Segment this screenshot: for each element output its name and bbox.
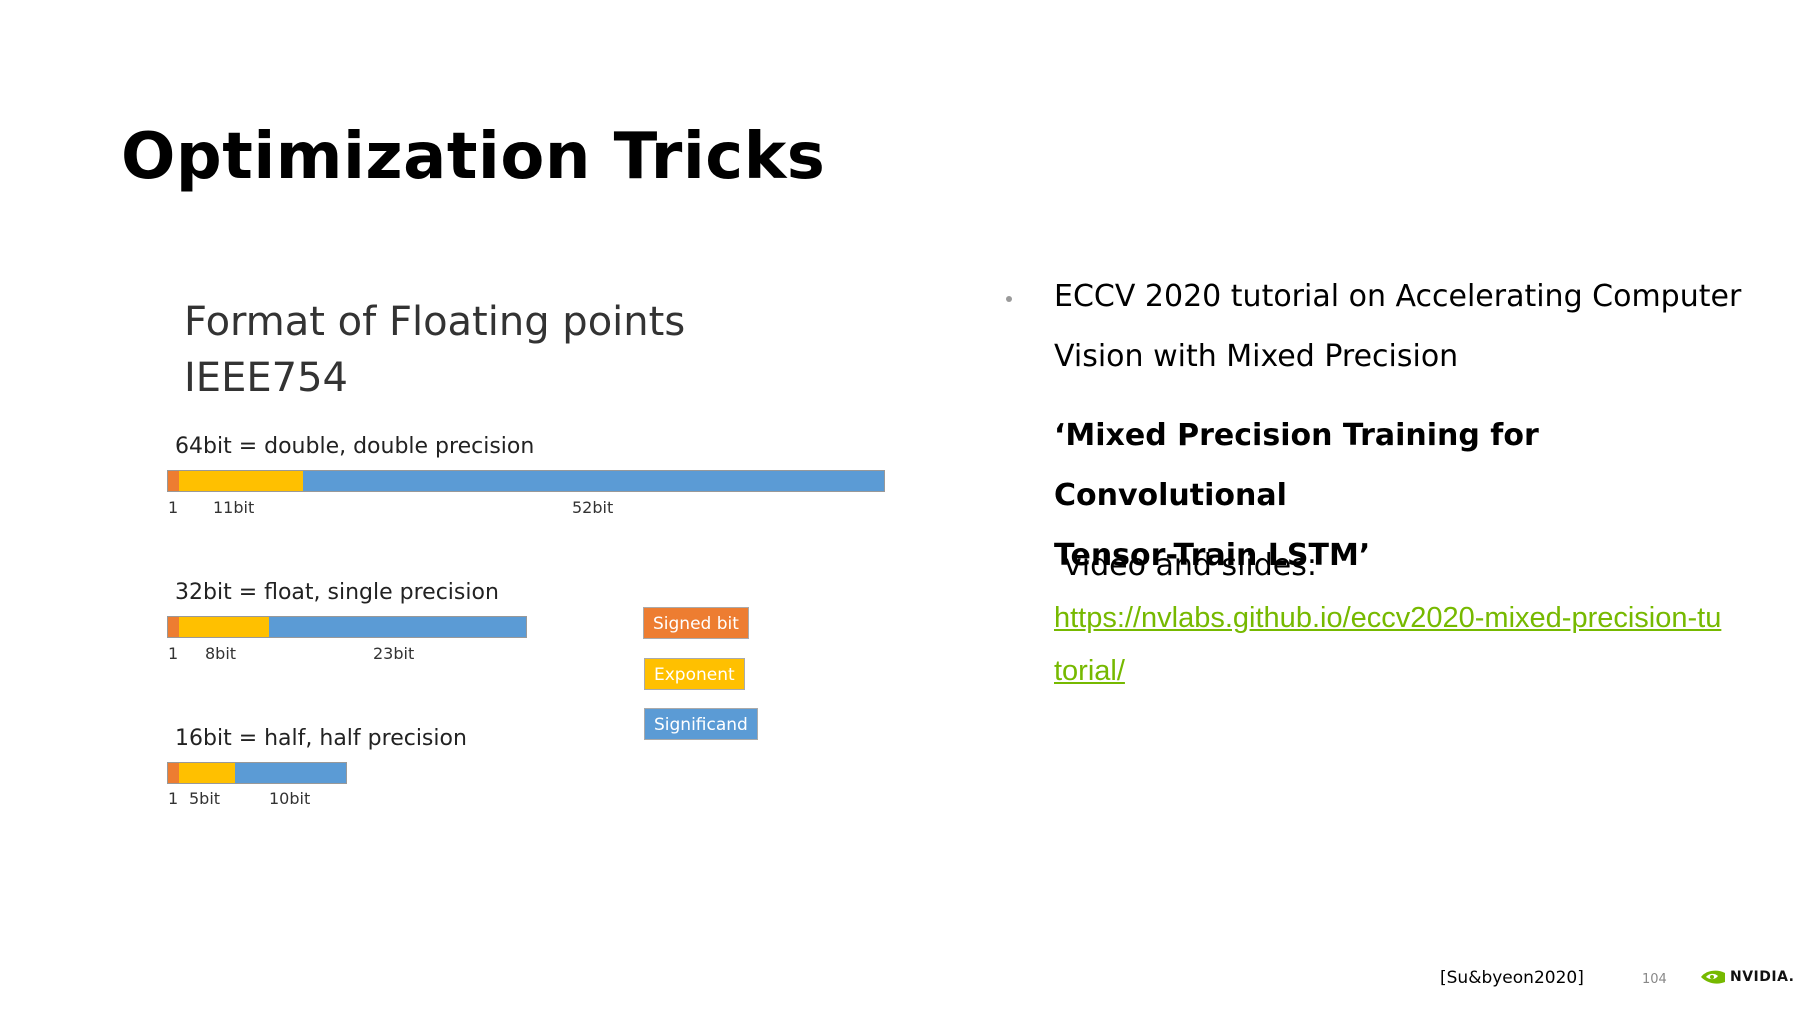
format-label-64bit: 64bit = double, double precision — [175, 434, 535, 459]
tutorial-link[interactable]: https://nvlabs.github.io/eccv2020-mixed-… — [1054, 592, 1754, 698]
bit-label-16-sign: 1 — [168, 789, 179, 808]
format-label-16bit: 16bit = half, half precision — [175, 726, 467, 751]
bar-32bit-sign-segment — [168, 617, 179, 637]
bar-16bit-exponent-segment — [179, 763, 235, 783]
bullet-text: ECCV 2020 tutorial on Accelerating Compu… — [1054, 267, 1754, 387]
legend-signed-bit: Signed bit — [643, 607, 749, 639]
bullet-icon — [1006, 296, 1012, 302]
bit-label-64-sign: 1 — [168, 498, 179, 517]
bit-label-32-sign: 1 — [168, 644, 179, 663]
talk-title: ‘Mixed Precision Training for Convolutio… — [1054, 406, 1754, 586]
legend-exponent: Exponent — [644, 658, 745, 690]
bit-label-64-exponent: 11bit — [213, 498, 255, 517]
bar-64bit-significand-segment — [303, 471, 884, 491]
figure-heading-line1: Format of Floating points — [184, 299, 686, 345]
slide-title: Optimization Tricks — [121, 120, 826, 194]
video-slides-text: video and slides: — [1064, 548, 1317, 583]
bar-16bit-sign-segment — [168, 763, 179, 783]
bar-32bit-exponent-segment — [179, 617, 269, 637]
talk-title-line1: ‘Mixed Precision Training for Convolutio… — [1054, 418, 1539, 513]
page-number: 104 — [1642, 972, 1667, 987]
bar-16bit-significand-segment — [235, 763, 346, 783]
talk-title-line2: Tensor-Train LSTM’ — [1054, 538, 1371, 573]
legend-significand: Significand — [644, 708, 758, 740]
bullet-line2: Vision with Mixed Precision — [1054, 339, 1459, 374]
bit-label-32-significand: 23bit — [373, 644, 415, 663]
citation: [Su&byeon2020] — [1440, 968, 1584, 988]
bar-64bit — [167, 470, 885, 492]
format-label-32bit: 32bit = float, single precision — [175, 580, 499, 605]
bit-label-16-exponent: 5bit — [189, 789, 221, 808]
bar-16bit — [167, 762, 347, 784]
bar-64bit-exponent-segment — [179, 471, 303, 491]
floating-point-format-figure: Format of Floating points IEEE754 64bit … — [160, 280, 885, 840]
bit-label-64-significand: 52bit — [572, 498, 614, 517]
brand-name: NVIDIA. — [1730, 969, 1795, 985]
bit-label-32-exponent: 8bit — [205, 644, 237, 663]
nvidia-eye-icon — [1701, 970, 1725, 984]
tutorial-link-line1[interactable]: https://nvlabs.github.io/eccv2020-mixed-… — [1054, 602, 1722, 634]
bullet-line1: ECCV 2020 tutorial on Accelerating Compu… — [1054, 279, 1742, 314]
nvidia-logo: NVIDIA. — [1700, 968, 1795, 986]
bar-32bit-significand-segment — [269, 617, 526, 637]
bar-32bit — [167, 616, 527, 638]
bar-64bit-sign-segment — [168, 471, 179, 491]
bit-label-16-significand: 10bit — [269, 789, 311, 808]
figure-heading-line2: IEEE754 — [184, 355, 348, 401]
figure-heading: Format of Floating points IEEE754 — [184, 294, 685, 406]
tutorial-link-line2[interactable]: torial/ — [1054, 655, 1125, 687]
